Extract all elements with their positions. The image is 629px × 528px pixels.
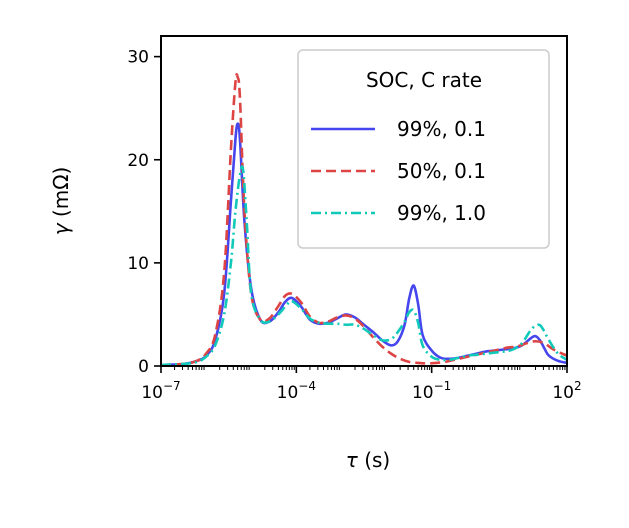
y-tick-label: 10	[127, 254, 149, 274]
legend-title: SOC, C rate	[366, 68, 482, 92]
x-tick-label: 10−7	[141, 379, 180, 403]
x-tick-exponent: −1	[434, 379, 452, 393]
x-tick-exponent: −4	[298, 379, 316, 393]
x-tick-base: 10	[552, 383, 574, 403]
legend-label-2: 50%, 0.1	[397, 159, 486, 183]
x-tick-base: 10	[141, 383, 163, 403]
y-axis-label: γ (mΩ)	[49, 167, 73, 236]
plot-frame	[160, 35, 568, 367]
x-ticks: 10−7 10−4 10−1 102	[141, 366, 582, 403]
y-ticks: 0 10 20 30	[127, 48, 161, 377]
x-tick-label: 102	[552, 379, 581, 403]
series-layer	[160, 73, 568, 367]
legend: SOC, C rate 99%, 0.1 50%, 0.1 99%, 1.0	[297, 49, 550, 249]
x-tick-exponent: 2	[574, 379, 582, 393]
x-tick-exponent: −7	[163, 379, 181, 393]
y-tick-label: 0	[138, 357, 149, 377]
y-tick-label: 30	[127, 48, 149, 68]
x-tick-label: 10−1	[412, 379, 451, 403]
x-axis-label: τ (s)	[346, 448, 390, 472]
x-tick-base: 10	[277, 383, 299, 403]
series-line-1	[160, 122, 568, 367]
x-tick-base: 10	[412, 383, 434, 403]
legend-label-1: 99%, 0.1	[397, 117, 486, 141]
series-line-2	[160, 73, 568, 367]
legend-entries: 99%, 0.1 50%, 0.1 99%, 1.0	[311, 117, 486, 225]
legend-label-3: 99%, 1.0	[397, 201, 486, 225]
x-tick-label: 10−4	[277, 379, 316, 403]
legend-box	[297, 49, 550, 249]
y-tick-label: 20	[127, 151, 149, 171]
